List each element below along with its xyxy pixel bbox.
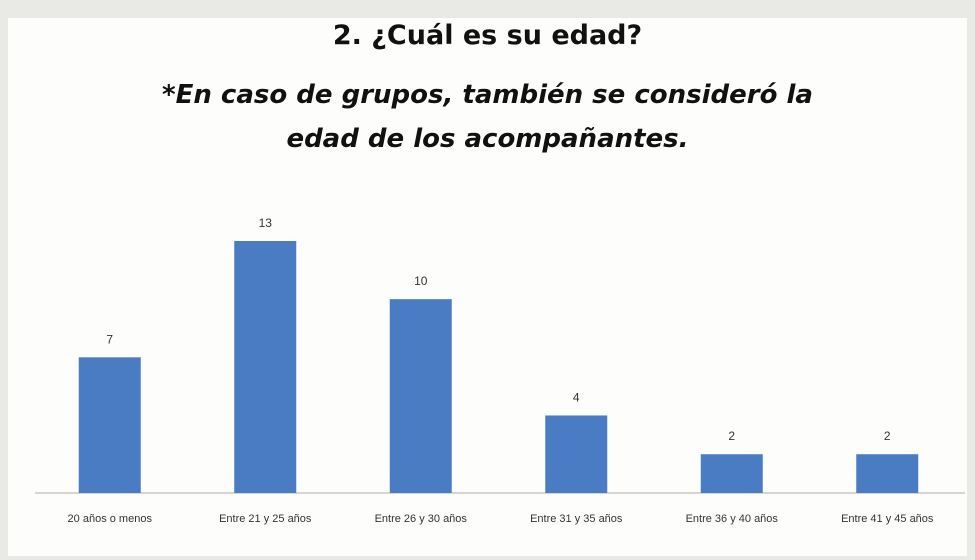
x-tick-label: Entre 36 y 40 años [685,513,778,525]
x-tick-label: 20 años o menos [67,513,152,525]
chart-subtitle: edad de los acompañantes. [286,124,689,154]
chart-subtitle: *En caso de grupos, también se consideró… [162,80,813,110]
chart-title: 2. ¿Cuál es su edad? [332,20,643,51]
bar [234,241,297,493]
bar [545,415,608,493]
data-label: 2 [884,429,891,443]
x-tick-label: Entre 26 y 30 años [374,513,467,525]
x-tick-label: Entre 31 y 35 años [530,513,623,525]
data-label: 13 [259,216,273,230]
bar [78,357,141,493]
data-label: 10 [414,274,428,288]
data-label: 2 [728,429,735,443]
x-tick-label: Entre 41 y 45 años [841,513,934,525]
data-label: 7 [106,332,113,346]
chart-frame [8,18,967,556]
data-label: 4 [573,390,580,404]
bar [389,299,452,493]
x-tick-label: Entre 21 y 25 años [219,513,312,525]
bar [700,454,763,493]
bar [856,454,919,493]
